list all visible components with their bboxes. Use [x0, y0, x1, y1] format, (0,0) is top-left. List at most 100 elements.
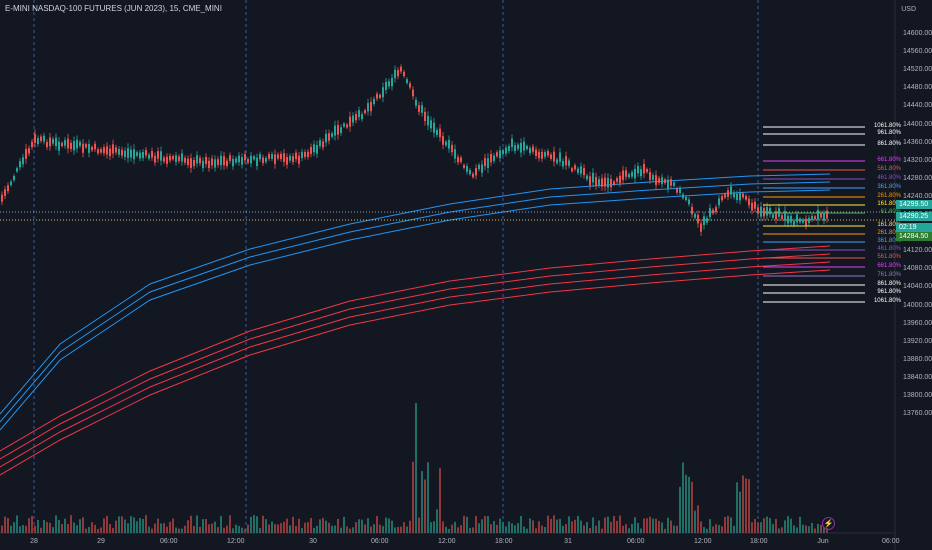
volume-bar	[229, 515, 231, 533]
volume-bar	[664, 528, 666, 533]
candle-body	[313, 144, 315, 153]
candle-body	[229, 155, 231, 161]
candle-body	[16, 168, 18, 172]
candle-body	[166, 156, 168, 164]
candle-body	[817, 210, 819, 220]
volume-bar	[817, 523, 819, 533]
volume-bar	[814, 528, 816, 533]
candle-body	[811, 215, 813, 220]
volume-bar	[328, 522, 330, 533]
volume-bar	[601, 528, 603, 533]
candle-body	[436, 130, 438, 135]
volume-bar	[604, 517, 606, 533]
lightning-icon[interactable]: ⚡	[822, 517, 835, 530]
candle-body	[478, 164, 480, 170]
volume-bar	[802, 524, 804, 533]
volume-bar	[526, 528, 528, 533]
candle-body	[562, 161, 564, 167]
price-tick: 13760.00	[903, 410, 932, 418]
candle-body	[46, 141, 48, 148]
volume-bar	[277, 524, 279, 533]
candle-body	[475, 167, 477, 176]
volume-bar	[367, 518, 369, 533]
candle-body	[118, 148, 120, 155]
candle-body	[607, 178, 609, 188]
candle-body	[613, 181, 615, 185]
volume-bar	[793, 525, 795, 533]
candle-body	[34, 133, 36, 144]
volume-bar	[124, 519, 126, 533]
price-tick: 14320.00	[903, 156, 932, 164]
candle-body	[379, 94, 381, 98]
volume-bar	[235, 524, 237, 533]
time-tick: 18:00	[750, 538, 768, 545]
volume-bar	[751, 522, 753, 533]
volume-bar	[73, 522, 75, 533]
volume-bar	[34, 525, 36, 533]
price-tick: 13880.00	[903, 355, 932, 363]
candle-body	[502, 150, 504, 155]
candle-body	[223, 156, 225, 166]
volume-bar	[520, 515, 522, 533]
volume-bar	[523, 526, 525, 533]
volume-bar	[511, 523, 513, 533]
candle-body	[547, 151, 549, 156]
volume-bar	[643, 518, 645, 533]
candle-body	[208, 160, 210, 169]
volume-bar	[490, 524, 492, 533]
candle-body	[415, 99, 417, 106]
fib-level-label: 361.80%	[877, 184, 901, 190]
volume-bar	[565, 524, 567, 533]
candle-body	[376, 93, 378, 99]
candle-body	[757, 207, 759, 214]
candle-body	[418, 105, 420, 112]
volume-bar	[118, 516, 120, 533]
candle-body	[124, 150, 126, 158]
candle-body	[643, 163, 645, 174]
volume-bar	[187, 520, 189, 533]
volume-bar	[739, 491, 741, 533]
time-tick: 06:00	[371, 538, 389, 545]
volume-bar	[781, 527, 783, 533]
candle-body	[526, 145, 528, 150]
candle-body	[370, 101, 372, 112]
volume-bar	[238, 525, 240, 533]
volume-bar	[403, 522, 405, 533]
volume-bar	[646, 518, 648, 533]
candle-body	[97, 149, 99, 154]
candle-body	[697, 214, 699, 224]
candle-body	[490, 153, 492, 163]
candle-body	[373, 98, 375, 104]
volume-bar	[214, 521, 216, 533]
volume-bar	[301, 528, 303, 533]
candle-body	[676, 188, 678, 193]
candle-body	[202, 160, 204, 169]
volume-bar	[532, 520, 534, 533]
volume-bar	[343, 516, 345, 533]
volume-bar	[436, 509, 438, 533]
price-tick: 14240.00	[903, 192, 932, 200]
volume-bar	[352, 527, 354, 533]
volume-bar	[94, 524, 96, 533]
candle-body	[70, 142, 72, 150]
volume-bar	[364, 524, 366, 533]
candle-body	[265, 157, 267, 162]
volume-bar	[580, 520, 582, 533]
volume-bar	[211, 523, 213, 533]
candle-body	[391, 78, 393, 87]
volume-bar	[244, 528, 246, 533]
volume-bar	[811, 522, 813, 533]
volume-bar	[262, 515, 264, 533]
volume-bar	[655, 518, 657, 533]
time-tick: 12:00	[438, 538, 456, 545]
volume-bar	[415, 403, 417, 533]
candle-body	[772, 214, 774, 218]
volume-bar	[319, 519, 321, 533]
candle-body	[403, 71, 405, 76]
time-tick: 29	[97, 538, 105, 545]
candle-body	[268, 154, 270, 159]
volume-bar	[454, 521, 456, 533]
candle-body	[454, 149, 456, 159]
candle-body	[685, 196, 687, 201]
